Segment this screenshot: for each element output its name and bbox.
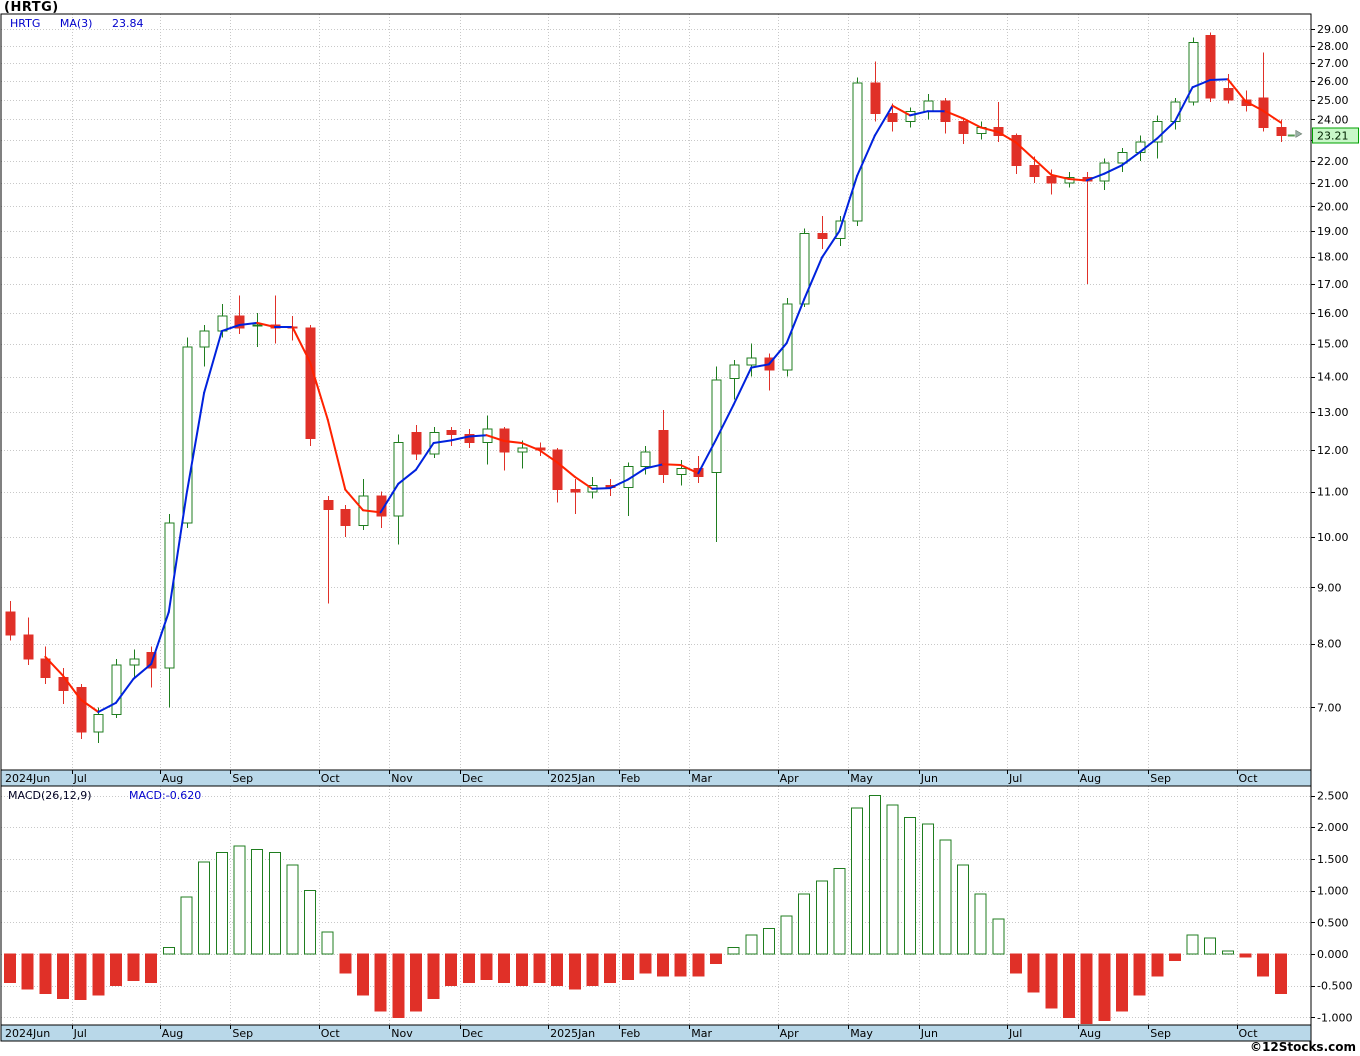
svg-text:Aug: Aug <box>1080 1027 1101 1040</box>
svg-text:Sep: Sep <box>1150 1027 1171 1040</box>
svg-text:Jul: Jul <box>1008 1027 1022 1040</box>
svg-text:13.00: 13.00 <box>1317 406 1349 419</box>
month-axis-macd: 2024Jun Jul Aug Sep Oct Nov Dec 2025Jan Feb Mar Ap… <box>0 1024 1312 1042</box>
svg-text:26.00: 26.00 <box>1317 75 1349 88</box>
svg-text:Feb: Feb <box>621 1027 640 1040</box>
svg-text:9.00: 9.00 <box>1317 582 1342 595</box>
svg-text:25.00: 25.00 <box>1317 94 1349 107</box>
svg-text:11.00: 11.00 <box>1317 486 1349 499</box>
svg-text:19.00: 19.00 <box>1317 225 1349 238</box>
svg-text:2025Jan: 2025Jan <box>550 772 595 785</box>
svg-text:Jul: Jul <box>73 772 87 785</box>
svg-text:2024Jun: 2024Jun <box>5 1027 50 1040</box>
svg-text:Mar: Mar <box>691 772 712 785</box>
svg-text:-0.500: -0.500 <box>1317 980 1352 993</box>
svg-text:Aug: Aug <box>162 1027 183 1040</box>
svg-text:8.00: 8.00 <box>1317 638 1342 651</box>
svg-text:-1.000: -1.000 <box>1317 1011 1352 1024</box>
svg-text:Jul: Jul <box>73 1027 87 1040</box>
svg-text:Mar: Mar <box>691 1027 712 1040</box>
svg-text:0.000: 0.000 <box>1317 948 1349 961</box>
macd-axis-labels: 2.500 2.000 1.500 1.000 0.500 0.000 -0.500 -1.0… <box>1311 790 1352 1024</box>
last-price-badge: 23.21 <box>1312 127 1359 144</box>
svg-text:Aug: Aug <box>162 772 183 785</box>
macd-legend: MACD(26,12,9) MACD:-0.620 <box>8 789 201 802</box>
svg-text:15.00: 15.00 <box>1317 338 1349 351</box>
ma-line <box>44 78 1282 713</box>
svg-text:Oct: Oct <box>321 1027 341 1040</box>
svg-text:10.00: 10.00 <box>1317 531 1349 544</box>
svg-text:May: May <box>850 772 873 785</box>
svg-text:2025Jan: 2025Jan <box>550 1027 595 1040</box>
svg-text:Oct: Oct <box>321 772 341 785</box>
svg-text:7.00: 7.00 <box>1317 701 1342 714</box>
svg-text:Oct: Oct <box>1239 1027 1259 1040</box>
svg-text:2.000: 2.000 <box>1317 821 1349 834</box>
month-axis-price: 2024Jun Jul Aug Sep Oct Nov Dec 2025Jan Feb Mar Ap… <box>0 769 1312 787</box>
svg-text:Sep: Sep <box>232 1027 253 1040</box>
svg-text:Apr: Apr <box>780 1027 800 1040</box>
svg-text:Sep: Sep <box>1150 772 1171 785</box>
svg-text:1.000: 1.000 <box>1317 885 1349 898</box>
svg-text:28.00: 28.00 <box>1317 40 1349 53</box>
svg-text:Dec: Dec <box>462 772 483 785</box>
svg-text:Apr: Apr <box>780 772 800 785</box>
svg-text:2.500: 2.500 <box>1317 790 1349 803</box>
svg-text:Jun: Jun <box>920 772 938 785</box>
last-price-marker <box>1287 129 1303 138</box>
svg-text:Oct: Oct <box>1239 772 1259 785</box>
svg-text:16.00: 16.00 <box>1317 307 1349 320</box>
gridlines <box>1 14 1311 1025</box>
svg-text:Nov: Nov <box>391 1027 413 1040</box>
svg-text:14.00: 14.00 <box>1317 371 1349 384</box>
svg-text:1.500: 1.500 <box>1317 853 1349 866</box>
site-credit-link[interactable]: ©12Stocks.com <box>1250 1040 1356 1054</box>
price-axis-labels: 29.0028.0027.0026.0025.0024.0023.0022.00… <box>1311 23 1349 714</box>
svg-text:Jun: Jun <box>920 1027 938 1040</box>
legend-ma-label: MA(3) <box>59 17 93 30</box>
macd-params-label: MACD(26,12,9) <box>8 789 92 802</box>
macd-histogram <box>4 795 1287 1025</box>
svg-text:Sep: Sep <box>232 772 253 785</box>
svg-text:Aug: Aug <box>1080 772 1101 785</box>
page-title: (HRTG) <box>4 0 59 15</box>
svg-text:May: May <box>850 1027 873 1040</box>
svg-text:12.00: 12.00 <box>1317 444 1349 457</box>
svg-text:23.21: 23.21 <box>1317 129 1349 142</box>
svg-text:17.00: 17.00 <box>1317 278 1349 291</box>
svg-text:29.00: 29.00 <box>1317 23 1349 36</box>
svg-text:24.00: 24.00 <box>1317 113 1349 126</box>
svg-text:Feb: Feb <box>621 772 640 785</box>
legend-symbol: HRTG <box>10 17 41 30</box>
macd-value-label: MACD:-0.620 <box>129 789 202 802</box>
svg-text:18.00: 18.00 <box>1317 251 1349 264</box>
svg-text:0.500: 0.500 <box>1317 916 1349 929</box>
svg-text:20.00: 20.00 <box>1317 200 1349 213</box>
svg-text:27.00: 27.00 <box>1317 57 1349 70</box>
svg-text:22.00: 22.00 <box>1317 155 1349 168</box>
svg-text:2024Jun: 2024Jun <box>5 772 50 785</box>
svg-text:Nov: Nov <box>391 772 413 785</box>
price-legend: HRTG MA(3) 23.84 <box>10 17 143 30</box>
legend-ma-value: 23.84 <box>111 17 144 30</box>
svg-text:Jul: Jul <box>1008 772 1022 785</box>
svg-text:Dec: Dec <box>462 1027 483 1040</box>
svg-text:21.00: 21.00 <box>1317 177 1349 190</box>
